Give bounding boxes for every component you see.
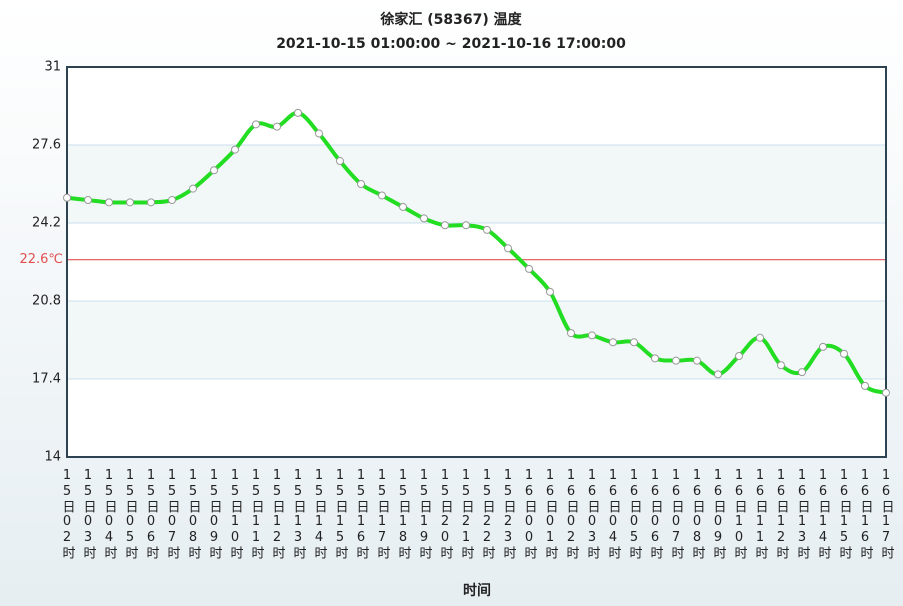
data-point [546,287,554,296]
x-tick-label: 15日09时 [207,468,222,560]
data-point [693,356,701,365]
y-tick-label: 14 [44,450,61,465]
x-tick-label: 15日07时 [165,468,180,560]
x-tick-label: 16日05时 [627,468,642,560]
x-tick-label: 15日03时 [81,468,96,560]
x-tick-label: 16日14时 [816,468,831,560]
x-tick-label: 15日11时 [249,468,264,560]
data-point [462,221,470,230]
chart-title: 徐家汇 (58367) 温度 [379,11,522,28]
y-tick-label: 27.6 [32,138,61,153]
data-point [420,214,428,223]
data-point [84,196,92,205]
x-tick-label: 15日06时 [144,468,159,560]
data-point [441,221,449,230]
x-tick-label: 15日12时 [270,468,285,560]
x-tick-label: 15日10时 [228,468,243,560]
data-point [609,338,617,347]
data-point [483,225,491,234]
data-point [273,122,281,131]
data-point [672,356,680,365]
x-tick-label: 16日04时 [606,468,621,560]
data-point [105,198,113,207]
x-tick-label: 15日23时 [501,468,516,560]
plot-border [66,66,887,458]
data-point [756,333,764,342]
x-tick-label: 16日12时 [774,468,789,560]
data-point [126,198,134,207]
chart-subtitle: 2021-10-15 01:00:00 ~ 2021-10-16 17:00:0… [276,36,626,52]
x-axis-label: 时间 [463,582,491,599]
data-point [378,191,386,200]
x-tick-label: 15日05时 [123,468,138,560]
line-series [66,110,887,395]
x-tick-label: 16日08时 [690,468,705,560]
data-point [189,184,197,193]
plot-area [67,67,886,457]
data-point [147,198,155,207]
data-point [315,129,323,138]
x-tick-label: 15日02时 [60,468,75,560]
data-point [819,342,827,351]
plot-band [67,145,886,223]
x-tick-label: 15日22时 [480,468,495,560]
data-point [777,361,785,370]
x-tick-label: 15日13时 [291,468,306,560]
x-tick-label: 16日16时 [858,468,873,560]
y-tick-label: 17.4 [32,372,61,387]
x-tick-label: 15日21时 [459,468,474,560]
x-tick-label: 16日01时 [543,468,558,560]
x-tick-label: 16日03时 [585,468,600,560]
data-point [525,264,533,273]
data-point [840,349,848,358]
data-point [882,388,890,397]
data-point [861,381,869,390]
x-tick-label: 15日15时 [333,468,348,560]
data-point [504,244,512,253]
data-point [63,193,71,202]
data-point [798,368,806,377]
x-tick-label: 16日15时 [837,468,852,560]
data-point [588,331,596,340]
data-point [735,352,743,361]
data-point [252,120,260,129]
x-tick-label: 16日13时 [795,468,810,560]
x-tick-label: 16日10时 [732,468,747,560]
x-tick-label: 16日06时 [648,468,663,560]
data-point [630,338,638,347]
x-tick-label: 15日16时 [354,468,369,560]
x-tick-label: 16日07时 [669,468,684,560]
data-point [567,329,575,338]
data-point [357,180,365,188]
x-tick-label: 15日17时 [375,468,390,560]
y-tick-label: 24.2 [32,216,61,231]
x-tick-label: 16日17时 [879,468,894,560]
x-tick-label: 15日08时 [186,468,201,560]
data-point [168,196,176,205]
x-tick-label: 16日11时 [753,468,768,560]
data-point [294,108,302,117]
data-point [210,166,218,175]
x-tick-label: 15日18时 [396,468,411,560]
data-point [231,145,239,154]
x-tick-label: 15日04时 [102,468,117,560]
x-tick-label: 15日14时 [312,468,327,560]
x-tick-label: 16日09时 [711,468,726,560]
x-tick-label: 16日00时 [522,468,537,560]
plot-band [67,301,886,379]
x-tick-label: 16日02时 [564,468,579,560]
data-point [399,202,407,211]
data-point [336,157,344,166]
x-tick-label: 15日20时 [438,468,453,560]
y-tick-label: 31 [44,60,61,75]
x-tick-label: 15日19时 [417,468,432,560]
y-tick-label: 20.8 [32,294,61,309]
reference-label: 22.6℃ [19,252,63,267]
data-point [651,354,659,363]
data-point [714,370,722,379]
